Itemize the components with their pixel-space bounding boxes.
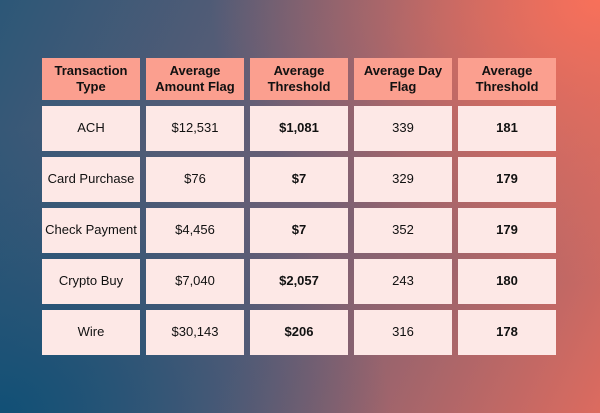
table-cell-r2-c1: $4,456: [146, 208, 244, 253]
table-cell-r1-c3: 329: [354, 157, 452, 202]
table-cell-r0-c0: ACH: [42, 106, 140, 151]
column-header-2: Average Threshold: [250, 58, 348, 100]
table-cell-r4-c3: 316: [354, 310, 452, 355]
table-cell-r2-c4: 179: [458, 208, 556, 253]
table-cell-r1-c4: 179: [458, 157, 556, 202]
column-header-4: Average Threshold: [458, 58, 556, 100]
table-cell-r1-c1: $76: [146, 157, 244, 202]
data-table: Transaction Type Average Amount Flag Avera…: [42, 58, 556, 355]
table-cell-r4-c1: $30,143: [146, 310, 244, 355]
column-header-1: Average Amount Flag: [146, 58, 244, 100]
table-cell-r3-c0: Crypto Buy: [42, 259, 140, 304]
column-header-3: Average Day Flag: [354, 58, 452, 100]
table-cell-r2-c0: Check Payment: [42, 208, 140, 253]
table-cell-r4-c0: Wire: [42, 310, 140, 355]
table-cell-r2-c3: 352: [354, 208, 452, 253]
table-cell-r2-c2: $7: [250, 208, 348, 253]
table-cell-r1-c2: $7: [250, 157, 348, 202]
table-cell-r0-c1: $12,531: [146, 106, 244, 151]
table-cell-r0-c2: $1,081: [250, 106, 348, 151]
column-header-0: Transaction Type: [42, 58, 140, 100]
table-cell-r4-c2: $206: [250, 310, 348, 355]
table-cell-r3-c2: $2,057: [250, 259, 348, 304]
table-cell-r0-c4: 181: [458, 106, 556, 151]
table-cell-r1-c0: Card Purchase: [42, 157, 140, 202]
table-cell-r3-c3: 243: [354, 259, 452, 304]
table-cell-r3-c4: 180: [458, 259, 556, 304]
table-cell-r0-c3: 339: [354, 106, 452, 151]
table-cell-r3-c1: $7,040: [146, 259, 244, 304]
table-cell-r4-c4: 178: [458, 310, 556, 355]
